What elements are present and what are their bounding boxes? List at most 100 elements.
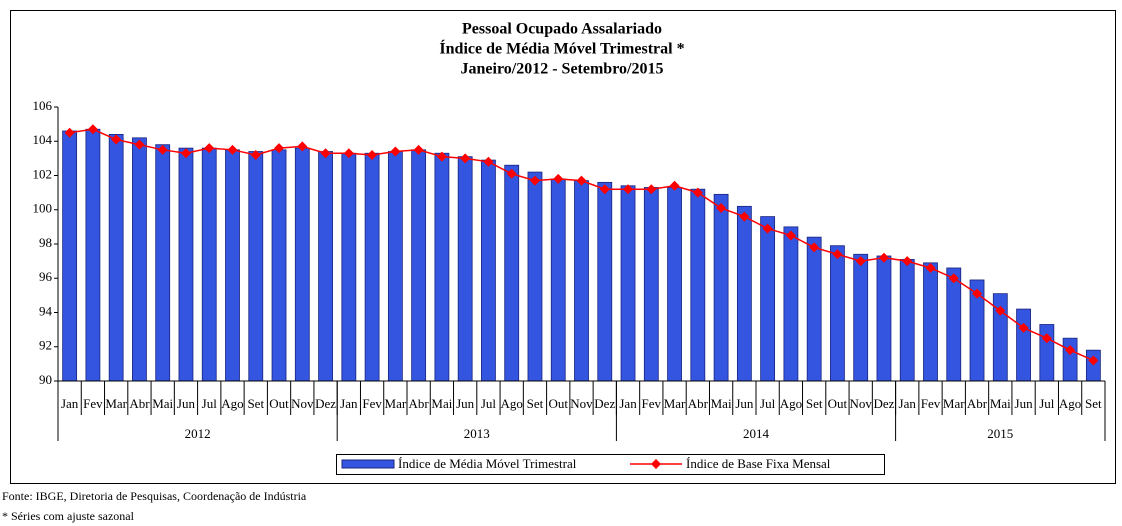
bar xyxy=(620,185,636,382)
marker xyxy=(576,175,587,186)
x-tick-label: Jan xyxy=(61,396,79,411)
bar xyxy=(201,147,217,382)
y-tick-label: 94 xyxy=(39,303,53,318)
chart-title: Pessoal Ocupado Assalariado xyxy=(462,21,662,38)
bar xyxy=(550,178,566,382)
marker xyxy=(762,223,773,234)
x-tick-label: Jul xyxy=(481,396,497,411)
x-tick-label: Fev xyxy=(921,396,941,411)
marker xyxy=(1041,333,1052,344)
source-note: Fonte: IBGE, Diretoria de Pesquisas, Coo… xyxy=(2,489,307,503)
bar xyxy=(132,137,147,382)
bar xyxy=(853,253,869,382)
marker xyxy=(716,203,727,214)
x-tick-label: Mai xyxy=(431,396,452,411)
marker xyxy=(250,149,261,160)
x-tick-label: Set xyxy=(247,396,264,411)
marker xyxy=(1088,355,1099,366)
bar xyxy=(1062,337,1078,382)
x-tick-label: Jun xyxy=(1015,396,1034,411)
bar xyxy=(434,152,450,382)
bar xyxy=(62,130,78,382)
marker xyxy=(343,148,354,159)
marker xyxy=(972,288,983,299)
marker xyxy=(669,180,680,191)
marker xyxy=(553,173,564,184)
bar xyxy=(597,181,613,382)
marker xyxy=(320,148,331,159)
x-tick-label: Jun xyxy=(177,396,196,411)
x-tick-label: Mar xyxy=(664,396,686,411)
bar xyxy=(387,151,403,382)
x-tick-label: Ago xyxy=(1059,396,1081,411)
bar xyxy=(643,187,659,382)
bar xyxy=(527,171,543,382)
x-tick-label: Ago xyxy=(501,396,523,411)
x-tick-label: Abr xyxy=(409,396,430,411)
marker xyxy=(506,168,517,179)
x-tick-label: Fev xyxy=(642,396,662,411)
marker xyxy=(274,143,285,154)
bar xyxy=(85,128,101,382)
x-tick-label: Set xyxy=(527,396,544,411)
marker xyxy=(529,175,540,186)
bar xyxy=(341,152,357,382)
marker xyxy=(157,144,168,155)
x-tick-label: Out xyxy=(269,396,289,411)
marker xyxy=(413,144,424,155)
x-tick-label: Jul xyxy=(202,396,218,411)
y-tick-label: 100 xyxy=(33,201,53,216)
y-tick-label: 90 xyxy=(39,372,52,387)
bar xyxy=(574,180,589,382)
marker xyxy=(64,127,75,138)
x-tick-label: Mar xyxy=(105,396,127,411)
marker xyxy=(878,252,889,263)
x-tick-label: Jan xyxy=(899,396,917,411)
bar xyxy=(946,267,962,382)
bar xyxy=(1039,324,1055,382)
marker xyxy=(436,151,447,162)
bar xyxy=(318,151,333,382)
marker xyxy=(390,146,401,157)
x-tick-label: Set xyxy=(1085,396,1102,411)
bar xyxy=(271,149,287,382)
legend-label: Índice de Base Fixa Mensal xyxy=(686,456,831,471)
marker xyxy=(111,134,122,145)
marker xyxy=(483,156,494,167)
x-tick-label: Mai xyxy=(990,396,1011,411)
x-tick-label: Abr xyxy=(967,396,988,411)
x-tick-label: Mar xyxy=(385,396,407,411)
marker xyxy=(692,187,703,198)
bar xyxy=(225,149,240,382)
marker xyxy=(925,262,936,273)
marker xyxy=(948,273,959,284)
marker xyxy=(297,141,308,152)
marker xyxy=(87,124,98,135)
y-tick-label: 106 xyxy=(33,98,53,113)
x-tick-label: Mar xyxy=(943,396,965,411)
x-tick-label: Ago xyxy=(221,396,243,411)
x-tick-label: Abr xyxy=(688,396,709,411)
x-tick-label: Jan xyxy=(340,396,358,411)
marker xyxy=(785,230,796,241)
x-tick-label: Nov xyxy=(850,396,873,411)
x-tick-label: Fev xyxy=(362,396,382,411)
x-tick-label: Ago xyxy=(780,396,802,411)
marker xyxy=(739,211,750,222)
bar xyxy=(736,205,752,382)
y-tick-label: 96 xyxy=(39,269,53,284)
bar xyxy=(899,259,915,382)
x-tick-label: Abr xyxy=(129,396,150,411)
marker xyxy=(995,305,1006,316)
marker xyxy=(623,184,634,195)
y-tick-label: 102 xyxy=(33,166,53,181)
bar xyxy=(294,147,310,382)
bar xyxy=(760,216,776,382)
marker xyxy=(367,149,378,160)
marker xyxy=(855,256,866,267)
x-tick-label: Jul xyxy=(760,396,776,411)
legend-label: Índice de Média Móvel Trimestral xyxy=(398,456,577,471)
bar xyxy=(481,159,496,382)
